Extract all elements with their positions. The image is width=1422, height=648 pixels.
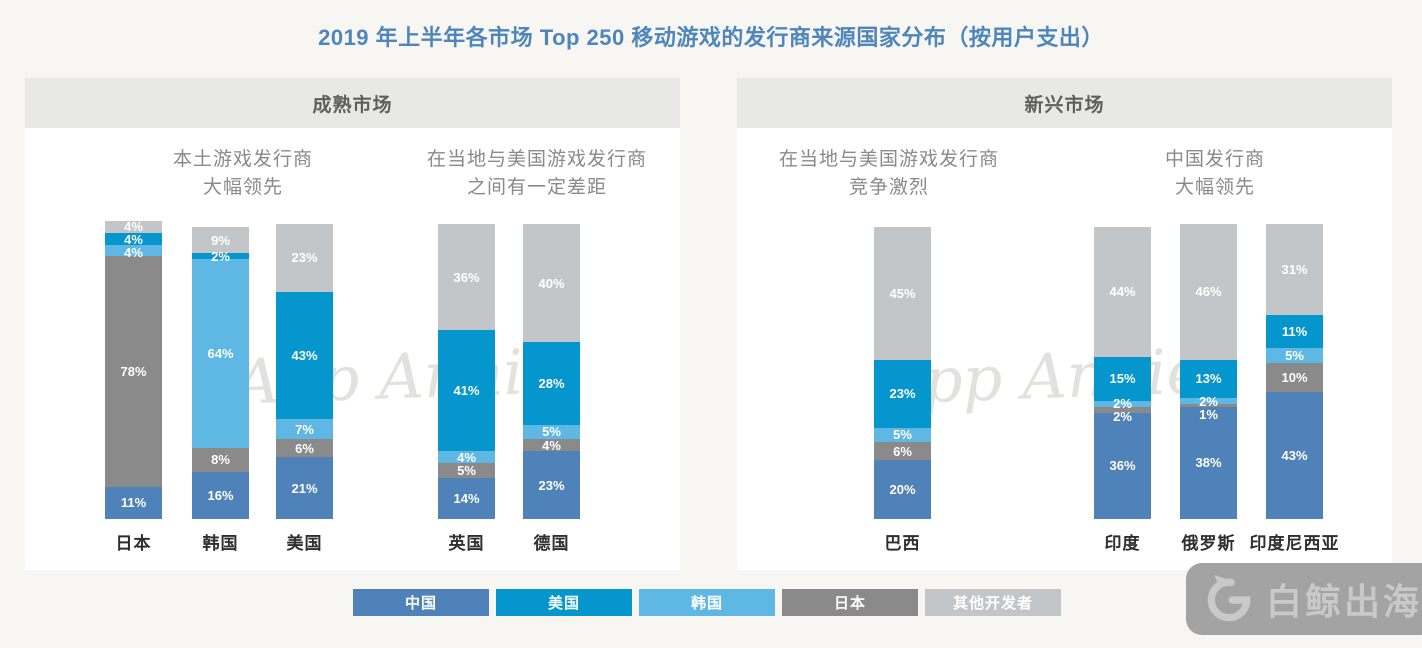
- market-label-俄罗斯: 俄罗斯: [1181, 534, 1236, 553]
- segment-china: [1266, 392, 1323, 519]
- legend-item-其他开发者: 其他开发者: [925, 589, 1061, 616]
- segment-usa: [1094, 356, 1151, 401]
- bar-俄罗斯: 46% 13% 2% 1% 38%: [1180, 224, 1237, 519]
- segment-korea: [874, 427, 931, 443]
- segment-korea: [105, 244, 162, 257]
- segment-japan: [874, 442, 931, 460]
- segment-china: [276, 457, 333, 519]
- segment-japan: [276, 439, 333, 458]
- segment-china: [874, 459, 931, 519]
- segment-korea: [276, 418, 333, 440]
- segment-china: [105, 486, 162, 519]
- whale-logo-icon: [1207, 575, 1251, 622]
- bar-美国: 23% 43% 7% 6% 21%: [276, 224, 333, 519]
- market-label-德国: 德国: [533, 534, 570, 553]
- panel-mature-header: 成熟市场: [25, 78, 680, 128]
- market-label-巴西: 巴西: [884, 534, 921, 553]
- segment-japan: [1180, 403, 1237, 407]
- segment-usa: [1266, 315, 1323, 348]
- market-label-印度: 印度: [1104, 534, 1141, 553]
- segment-other: [1180, 224, 1237, 360]
- segment-usa: [192, 253, 249, 260]
- segment-korea: [438, 451, 495, 463]
- segment-japan: [192, 448, 249, 472]
- segment-china: [523, 451, 580, 519]
- panel-emerging-header: 新兴市场: [737, 78, 1392, 128]
- segment-japan: [105, 256, 162, 487]
- market-label-英国: 英国: [448, 534, 485, 553]
- segment-usa: [105, 232, 162, 245]
- segment-other: [1266, 224, 1323, 316]
- segment-japan: [523, 439, 580, 452]
- market-label-日本: 日本: [115, 534, 152, 553]
- caption-gap-with-us-publishers: 在当地与美国游戏发行商 之间有一定差距: [426, 149, 647, 198]
- brand-badge: 白鲸出海: [1186, 563, 1422, 635]
- bar-巴西: 45% 23% 5% 6% 20%: [874, 226, 931, 519]
- segment-korea: [1180, 398, 1237, 404]
- market-label-韩国: 韩国: [202, 534, 239, 553]
- segment-usa: [874, 359, 931, 428]
- segment-japan: [1094, 406, 1151, 413]
- segment-other: [874, 226, 931, 360]
- segment-other: [276, 224, 333, 292]
- segment-china: [1094, 412, 1151, 519]
- segment-china: [1180, 406, 1237, 519]
- segment-other: [523, 224, 580, 342]
- segment-other: [438, 224, 495, 331]
- legend-item-美国: 美国: [496, 589, 632, 616]
- segment-usa: [523, 342, 580, 425]
- caption-local-publishers-lead: 本土游戏发行商 大幅领先: [172, 149, 313, 198]
- bar-日本: 4% 4% 4% 78% 11%: [105, 220, 162, 519]
- legend-item-中国: 中国: [353, 589, 489, 616]
- segment-korea: [1094, 400, 1151, 407]
- bar-德国: 40% 28% 5% 4% 23%: [523, 224, 580, 519]
- segment-korea: [1266, 347, 1323, 363]
- bar-印度: 44% 15% 2% 2% 36%: [1094, 226, 1151, 519]
- brand-name: 白鲸出海: [1266, 581, 1422, 622]
- segment-korea: [523, 424, 580, 440]
- segment-other: [1094, 226, 1151, 357]
- segment-korea: [192, 259, 249, 449]
- segment-usa: [276, 291, 333, 419]
- segment-other: [105, 221, 162, 233]
- legend-item-韩国: 韩国: [639, 589, 775, 616]
- segment-japan: [438, 462, 495, 478]
- bar-印度尼西亚: 31% 11% 5% 10% 43%: [1266, 224, 1323, 519]
- legend-item-日本: 日本: [782, 589, 918, 616]
- segment-other: [192, 226, 249, 254]
- market-label-印度尼西亚: 印度尼西亚: [1249, 534, 1340, 553]
- market-label-美国: 美国: [286, 534, 323, 553]
- bar-韩国: 9% 2% 64% 8% 16%: [192, 226, 249, 519]
- caption-fierce-competition: 在当地与美国游戏发行商 竞争激烈: [778, 149, 999, 198]
- bar-英国: 36% 41% 4% 5% 14%: [438, 224, 495, 519]
- segment-usa: [1180, 359, 1237, 399]
- page-title: 2019 年上半年各市场 Top 250 移动游戏的发行商来源国家分布（按用户支…: [318, 25, 1104, 50]
- segment-usa: [438, 330, 495, 452]
- caption-china-publishers-lead: 中国发行商 大幅领先: [1164, 149, 1265, 198]
- segment-china: [192, 471, 249, 519]
- segment-china: [438, 477, 495, 519]
- segment-japan: [1266, 362, 1323, 393]
